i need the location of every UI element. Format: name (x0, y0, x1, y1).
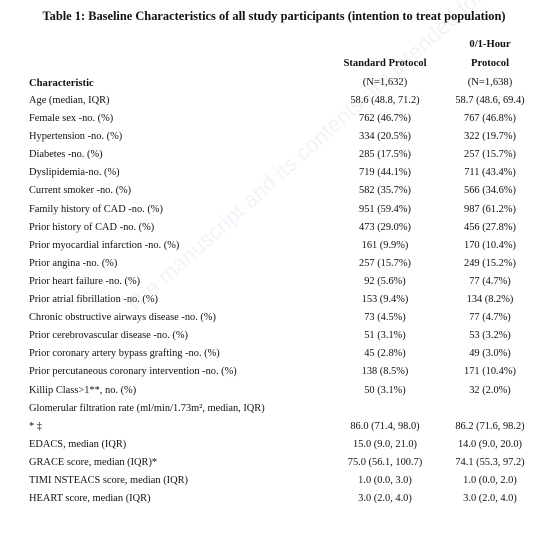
standard-protocol-value: 92 (5.6%) (364, 275, 406, 287)
table-row: HEART score, median (IQR) 3.0 (2.0, 4.0) 3… (0, 493, 548, 511)
table-row: Killip Class>1**, no. (%) 50 (3.1%) 32 (2.… (0, 385, 548, 403)
row-label: HEART score, median (IQR) (29, 493, 151, 505)
fast-protocol-value: 249 (15.2%) (464, 257, 516, 269)
fast-protocol-value: 1.0 (0.0, 2.0) (463, 474, 517, 486)
row-label: Dyslipidemia-no. (%) (29, 167, 120, 179)
row-label: Hypertension -no. (%) (29, 131, 123, 143)
row-label: Prior atrial fibrillation -no. (%) (29, 294, 158, 306)
header-characteristic: Characteristic (29, 78, 94, 89)
row-label: Prior heart failure -no. (%) (29, 275, 141, 287)
standard-protocol-value: 73 (4.5%) (364, 312, 406, 324)
standard-protocol-value: 50 (3.1%) (364, 384, 406, 396)
standard-protocol-value: 257 (15.7%) (359, 257, 411, 269)
fast-protocol-value: 32 (2.0%) (469, 384, 511, 396)
table-row: Hypertension -no. (%) 334 (20.5%) 322 (19.… (0, 131, 548, 149)
row-label: Prior history of CAD -no. (%) (29, 221, 155, 233)
header-fast-protocol-line1: 0/1-Hour (469, 39, 511, 50)
table-row: Diabetes -no. (%) 285 (17.5%) 257 (15.7%) (0, 149, 548, 167)
table-row: TIMI NSTEACS score, median (IQR) 1.0 (0.0… (0, 475, 548, 493)
row-label: Prior coronary artery bypass grafting -n… (29, 348, 220, 360)
fast-protocol-value: 49 (3.0%) (469, 348, 511, 360)
row-label: Female sex -no. (%) (29, 113, 114, 125)
table-row: * ‡ 86.0 (71.4, 98.0) 86.2 (71.6, 98.2) (0, 421, 548, 439)
standard-protocol-value: 86.0 (71.4, 98.0) (350, 420, 420, 432)
fast-protocol-value: 86.2 (71.6, 98.2) (455, 420, 525, 432)
standard-protocol-value: 153 (9.4%) (361, 294, 409, 306)
row-label: Current smoker -no. (%) (29, 185, 132, 197)
fast-protocol-value: 14.0 (9.0, 20.0) (457, 438, 523, 450)
table-title: Table 1: Baseline Characteristics of all… (42, 9, 506, 23)
fast-protocol-value: 171 (10.4%) (464, 366, 516, 378)
table-row: Age (median, IQR) 58.6 (48.8, 71.2) 58.7 (… (0, 95, 548, 113)
table-row: Prior atrial fibrillation -no. (%) 153 (9… (0, 294, 548, 312)
row-label: Prior angina -no. (%) (29, 257, 118, 269)
standard-protocol-value: 75.0 (56.1, 100.7) (347, 456, 423, 468)
table-row: Family history of CAD -no. (%) 951 (59.4%… (0, 204, 548, 222)
row-label: Killip Class>1**, no. (%) (29, 384, 137, 396)
standard-protocol-value: 1.0 (0.0, 3.0) (358, 474, 412, 486)
header-fast-n: (N=1,638) (467, 77, 513, 88)
row-label: GRACE score, median (IQR)* (29, 456, 158, 468)
table-row: Glomerular filtration rate (ml/min/1.73m… (0, 403, 548, 421)
row-label: Prior cerebrovascular disease -no. (%) (29, 330, 188, 342)
standard-protocol-value: 3.0 (2.0, 4.0) (358, 493, 412, 505)
table-body: Age (median, IQR) 58.6 (48.8, 71.2) 58.7 (… (0, 95, 548, 511)
fast-protocol-value: 322 (19.7%) (464, 131, 516, 143)
row-label: * ‡ (29, 420, 42, 432)
table-row: Current smoker -no. (%) 582 (35.7%) 566 (3… (0, 185, 548, 203)
table-row: Prior coronary artery bypass grafting -n… (0, 348, 548, 366)
table-row: Prior myocardial infarction -no. (%) 161 … (0, 240, 548, 258)
row-label: Prior myocardial infarction -no. (%) (29, 239, 180, 251)
standard-protocol-value: 15.0 (9.0, 21.0) (352, 438, 418, 450)
row-label: Age (median, IQR) (29, 95, 110, 106)
table-row: Prior cerebrovascular disease -no. (%) 51… (0, 330, 548, 348)
header-standard-protocol: Standard Protocol (343, 58, 427, 69)
standard-protocol-value: 58.6 (48.8, 71.2) (350, 95, 420, 106)
table-row: Prior heart failure -no. (%) 92 (5.6%) 77 … (0, 276, 548, 294)
row-label: TIMI NSTEACS score, median (IQR) (29, 474, 189, 486)
row-label: EDACS, median (IQR) (29, 438, 127, 450)
fast-protocol-value: 3.0 (2.0, 4.0) (463, 493, 517, 505)
standard-protocol-value: 334 (20.5%) (359, 131, 411, 143)
standard-protocol-value: 138 (8.5%) (361, 366, 409, 378)
table-row: Prior history of CAD -no. (%) 473 (29.0%)… (0, 222, 548, 240)
standard-protocol-value: 762 (46.7%) (359, 113, 411, 125)
standard-protocol-value: 719 (44.1%) (359, 167, 411, 179)
row-label: Diabetes -no. (%) (29, 149, 103, 161)
fast-protocol-value: 53 (3.2%) (469, 330, 511, 342)
fast-protocol-value: 257 (15.7%) (464, 149, 516, 161)
header-fast-protocol-line2: Protocol (470, 58, 510, 69)
standard-protocol-value: 582 (35.7%) (359, 185, 411, 197)
row-label: Glomerular filtration rate (ml/min/1.73m… (29, 402, 265, 414)
table-row: Dyslipidemia-no. (%) 719 (44.1%) 711 (43.4… (0, 167, 548, 185)
standard-protocol-value: 285 (17.5%) (359, 149, 411, 161)
fast-protocol-value: 134 (8.2%) (466, 294, 514, 306)
fast-protocol-value: 566 (34.6%) (464, 185, 516, 197)
table-row: Female sex -no. (%) 762 (46.7%) 767 (46.8%… (0, 113, 548, 131)
standard-protocol-value: 51 (3.1%) (364, 330, 406, 342)
fast-protocol-value: 711 (43.4%) (464, 167, 516, 179)
fast-protocol-value: 77 (4.7%) (469, 275, 511, 287)
row-label: Family history of CAD -no. (%) (29, 203, 163, 215)
standard-protocol-value: 161 (9.9%) (361, 239, 409, 251)
table-row: Prior percutaneous coronary intervention… (0, 366, 548, 384)
fast-protocol-value: 987 (61.2%) (464, 203, 516, 215)
table-row: Chronic obstructive airways disease -no.… (0, 312, 548, 330)
fast-protocol-value: 74.1 (55.3, 97.2) (455, 456, 525, 468)
fast-protocol-value: 77 (4.7%) (469, 312, 511, 324)
fast-protocol-value: 456 (27.8%) (464, 221, 516, 233)
row-label: Chronic obstructive airways disease -no.… (29, 312, 216, 324)
table-row: GRACE score, median (IQR)* 75.0 (56.1, 10… (0, 457, 548, 475)
fast-protocol-value: 767 (46.8%) (464, 113, 516, 125)
standard-protocol-value: 45 (2.8%) (364, 348, 406, 360)
row-label: Prior percutaneous coronary intervention… (29, 366, 237, 378)
table-row: Prior angina -no. (%) 257 (15.7%) 249 (15.… (0, 258, 548, 276)
standard-protocol-value: 951 (59.4%) (359, 203, 411, 215)
standard-protocol-value: 473 (29.0%) (359, 221, 411, 233)
fast-protocol-value: 58.7 (48.6, 69.4) (455, 95, 525, 106)
fast-protocol-value: 170 (10.4%) (464, 239, 516, 251)
header-standard-n: (N=1,632) (362, 77, 408, 88)
table-row: EDACS, median (IQR) 15.0 (9.0, 21.0) 14.0 … (0, 439, 548, 457)
